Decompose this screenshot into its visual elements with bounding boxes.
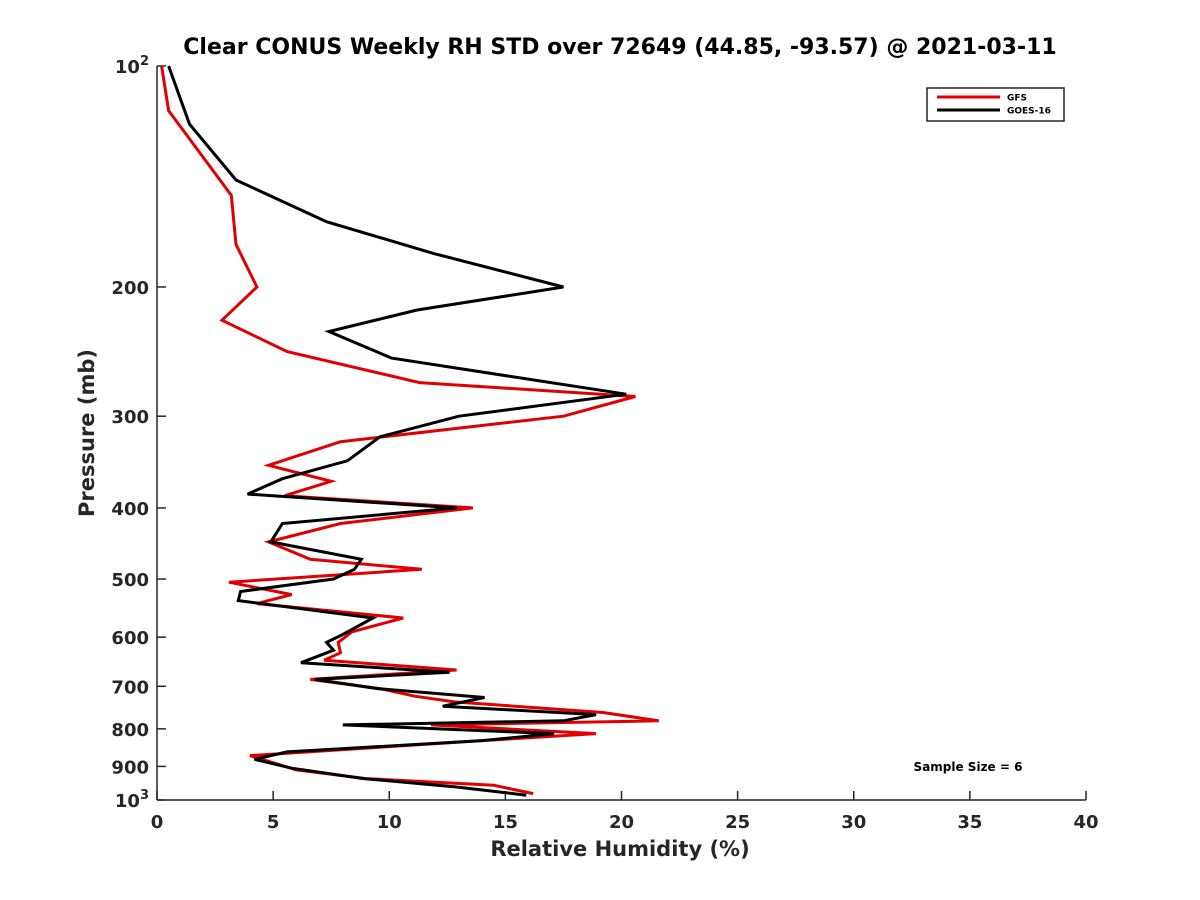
y-tick-label: 103 [115, 788, 149, 812]
series-line-gfs [160, 65, 659, 796]
y-tick-label: 800 [111, 720, 149, 741]
plot-area [156, 66, 1086, 801]
y-tick-exponent: 2 [140, 54, 149, 69]
x-tick-label: 10 [377, 812, 402, 833]
y-tick-label: 500 [111, 570, 149, 591]
y-tick-label: 600 [111, 628, 149, 649]
x-tick-label: 20 [609, 812, 634, 833]
x-axis: 0 5 10 15 20 25 30 35 40 [151, 791, 1099, 833]
legend: GFS GOES-16 [926, 87, 1065, 122]
x-tick-label: 0 [151, 812, 164, 833]
legend-box [926, 87, 1065, 122]
y-tick-label: 102 [115, 54, 149, 78]
y-axis-label: Pressure (mb) [75, 349, 99, 517]
x-tick-label: 5 [267, 812, 280, 833]
y-tick-base: 10 [115, 57, 140, 78]
y-tick-label: 200 [111, 278, 149, 299]
y-tick-label: 700 [111, 677, 149, 698]
x-tick-label: 30 [841, 812, 866, 833]
x-tick-label: 25 [725, 812, 750, 833]
series-line-goes-16 [167, 65, 627, 797]
series-group [160, 65, 659, 797]
x-tick-label: 40 [1073, 812, 1098, 833]
y-tick-label: 900 [111, 757, 149, 778]
y-tick-exponent: 3 [140, 788, 149, 803]
sample-size-annotation: Sample Size = 6 [914, 760, 1023, 774]
x-tick-label: 15 [493, 812, 518, 833]
y-tick-base: 10 [115, 791, 140, 812]
chart-title: Clear CONUS Weekly RH STD over 72649 (44… [183, 35, 1056, 60]
legend-label: GOES-16 [1007, 107, 1051, 117]
y-tick-label: 400 [111, 499, 149, 520]
y-tick-label: 300 [111, 407, 149, 428]
x-tick-label: 35 [957, 812, 982, 833]
legend-label: GFS [1007, 94, 1027, 104]
x-axis-label: Relative Humidity (%) [490, 837, 749, 861]
